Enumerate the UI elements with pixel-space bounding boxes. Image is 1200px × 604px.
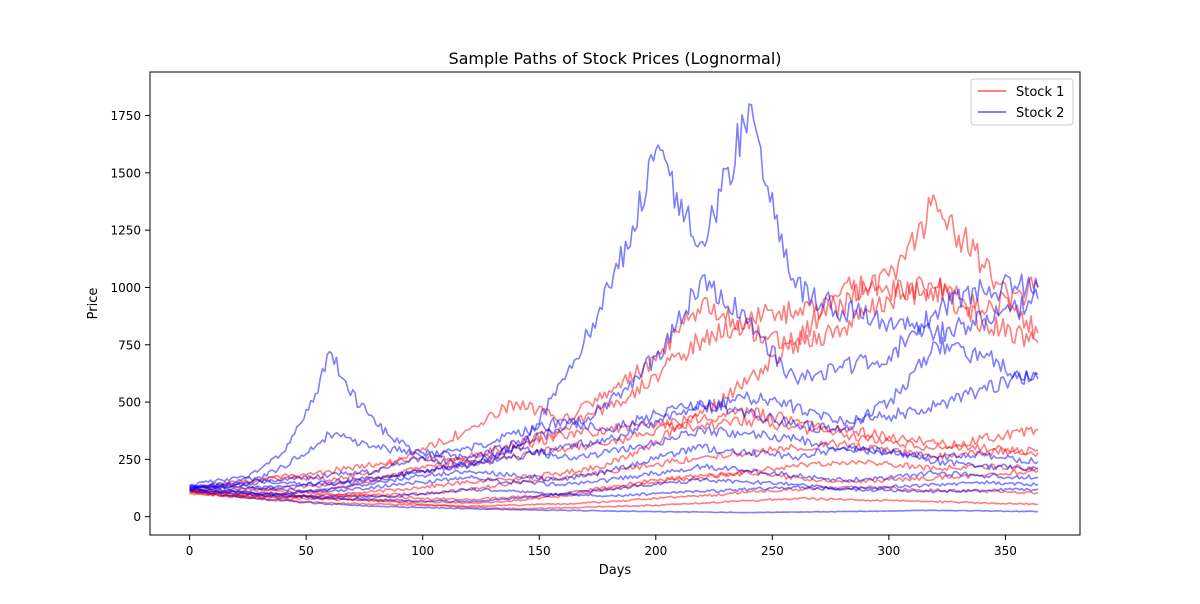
x-tick-label: 350 [994, 544, 1017, 558]
series-line-stock-1-path-8 [189, 485, 1039, 508]
x-tick-label: 0 [186, 544, 194, 558]
y-tick-label: 1250 [110, 224, 141, 238]
series-line-stock-2-path-2 [189, 273, 1039, 491]
series-line-stock-2-path-10 [189, 426, 1039, 487]
series-line-stock-2-path-7 [189, 477, 1039, 503]
y-tick-label: 750 [118, 338, 141, 352]
y-tick-label: 250 [118, 453, 141, 467]
chart-title: Sample Paths of Stock Prices (Lognormal) [448, 49, 781, 68]
series-line-stock-2-path-6 [189, 463, 1038, 493]
series-line-stock-2-path-5 [189, 443, 1039, 496]
y-tick-label: 1000 [110, 281, 141, 295]
legend: Stock 1 Stock 2 [970, 78, 1074, 126]
x-tick-label: 100 [411, 544, 434, 558]
plot-frame [149, 71, 1081, 536]
x-tick-label: 250 [761, 544, 784, 558]
x-tick-label: 50 [299, 544, 314, 558]
legend-label-stock-2: Stock 2 [1016, 106, 1064, 121]
y-tick-label: 1750 [110, 109, 141, 123]
y-axis-label: Price [86, 288, 101, 320]
series-line-stock-2-path-9 [189, 488, 1039, 514]
x-tick-label: 300 [877, 544, 900, 558]
legend-label-stock-1: Stock 1 [1016, 85, 1064, 100]
x-axis-label: Days [599, 563, 632, 578]
series-line-stock-1-path-3 [189, 275, 1039, 491]
series-layer [189, 103, 1039, 514]
series-line-stock-2-path-8 [189, 484, 1039, 499]
series-line-stock-2-path-1 [189, 103, 1039, 488]
y-tick-label: 0 [133, 510, 141, 524]
x-axis: 0 50 100 150 200 250 300 350 [186, 535, 1017, 558]
series-line-stock-2-path-3 [189, 336, 1039, 492]
series-line-stock-2-path-4 [189, 370, 1039, 492]
x-tick-label: 150 [528, 544, 551, 558]
y-tick-label: 1500 [110, 166, 141, 180]
y-tick-label: 500 [118, 396, 141, 410]
y-axis: 0 250 500 750 1000 1250 1500 1750 [110, 109, 150, 524]
series-line-stock-1-path-7 [189, 469, 1039, 501]
x-tick-label: 200 [644, 544, 667, 558]
